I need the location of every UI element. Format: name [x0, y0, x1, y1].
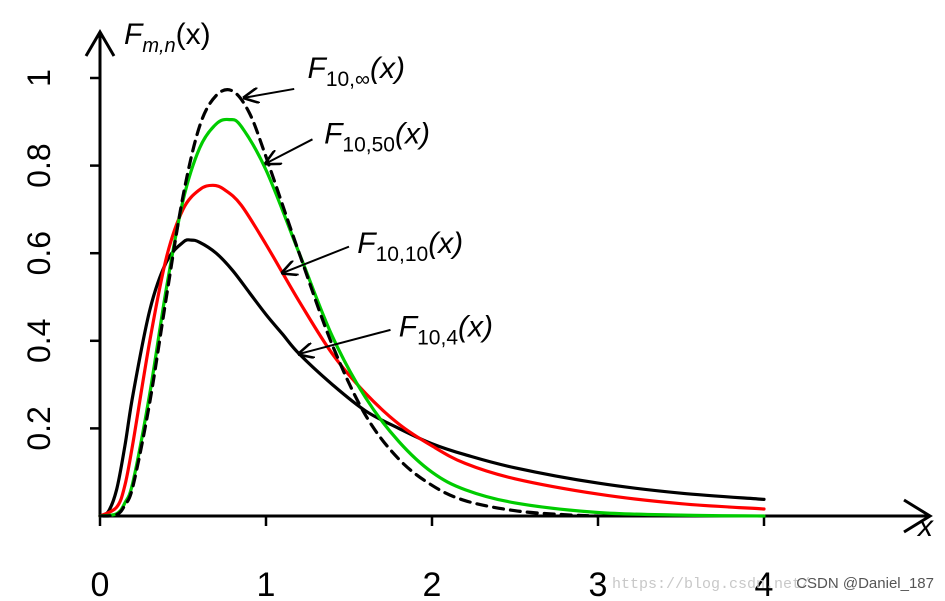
x-tick-label: 3: [589, 566, 608, 601]
x-axis-arrow-icon: [903, 498, 933, 534]
y-tick-label: 0.6: [21, 231, 57, 275]
x-tick-label: 4: [755, 566, 774, 601]
x-ticks: 0 1 2 3 4: [91, 516, 774, 601]
x-tick-label: 2: [423, 566, 442, 601]
y-tick-label: 0.2: [21, 406, 57, 450]
y-tick-label: 1: [21, 69, 57, 87]
series-label-3: F10,∞(x): [308, 52, 405, 91]
series-layer: [98, 88, 766, 518]
annotation-arrow-icon: [299, 328, 391, 354]
credit-label: CSDN @Daniel_187: [796, 575, 934, 592]
series-label-1: F10,10(x): [357, 227, 463, 266]
series-line-2: [98, 117, 766, 518]
y-axis-arrow-icon: [84, 29, 116, 57]
series-line-3: [98, 88, 600, 518]
series-label-2: F10,50(x): [324, 118, 430, 157]
x-tick-label: 0: [91, 566, 110, 601]
y-ticks: 0.2 0.4 0.6 0.8 1: [21, 69, 100, 451]
annotation-layer: F10,∞(x) F10,50(x) F10,10(x) F10,4(x): [244, 52, 493, 354]
series-line-1: [98, 183, 766, 518]
annotation-arrow-icon: [266, 138, 313, 163]
watermark: https://blog.csdn.net/...: [612, 576, 837, 593]
y-axis-title: Fm,n(x): [124, 18, 211, 57]
x-axis-title: x: [916, 510, 934, 543]
series-label-0: F10,4(x): [399, 310, 493, 349]
annotation-arrow-icon: [244, 89, 295, 98]
series-line-0: [98, 238, 766, 518]
y-tick-label: 0.4: [21, 319, 57, 363]
x-tick-label: 1: [257, 566, 276, 601]
y-tick-label: 0.8: [21, 143, 57, 187]
annotation-arrow-icon: [283, 245, 350, 273]
